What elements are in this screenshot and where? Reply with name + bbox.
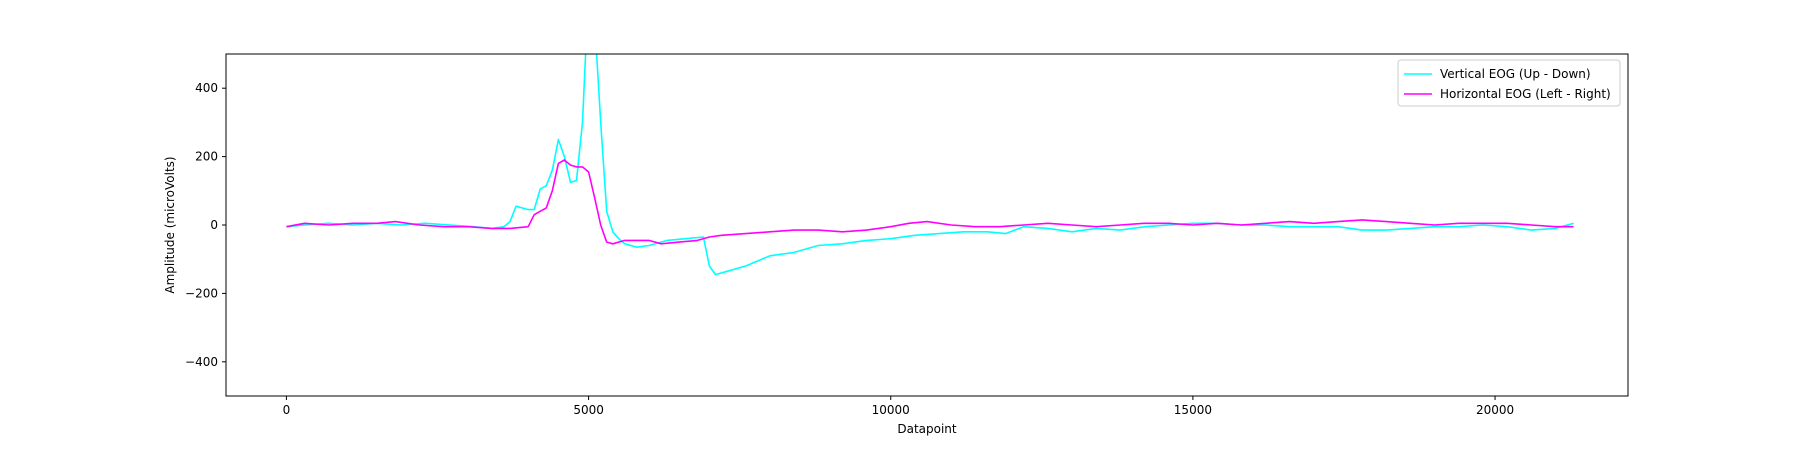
y-tick-label: 400 [195, 81, 218, 95]
y-tick-label: 0 [210, 218, 218, 232]
legend-label: Vertical EOG (Up - Down) [1440, 67, 1591, 81]
series-layer [286, 54, 1574, 276]
x-axis-label: Datapoint [897, 422, 957, 436]
x-tick-label: 20000 [1476, 403, 1514, 417]
x-tick-label: 15000 [1174, 403, 1212, 417]
x-tick-label: 0 [283, 403, 291, 417]
series-line-1 [286, 54, 1574, 276]
legend-label: Horizontal EOG (Left - Right) [1440, 87, 1611, 101]
y-axis-label: Amplitude (microVolts) [163, 156, 177, 293]
legend-box [1397, 59, 1621, 107]
y-tick-label: 200 [195, 150, 218, 164]
y-tick-label: −400 [185, 355, 218, 369]
x-axis-ticks: 0 5000 10000 15000 20000 [283, 396, 1514, 417]
x-tick-label: 5000 [573, 403, 604, 417]
x-tick-label: 10000 [872, 403, 910, 417]
y-axis-ticks: −400 −200 0 200 400 [185, 81, 226, 369]
legend: Vertical EOG (Up - Down) Horizontal EOG (… [1397, 59, 1621, 107]
series-line-2 [286, 159, 1574, 245]
y-tick-label: −200 [185, 286, 218, 300]
